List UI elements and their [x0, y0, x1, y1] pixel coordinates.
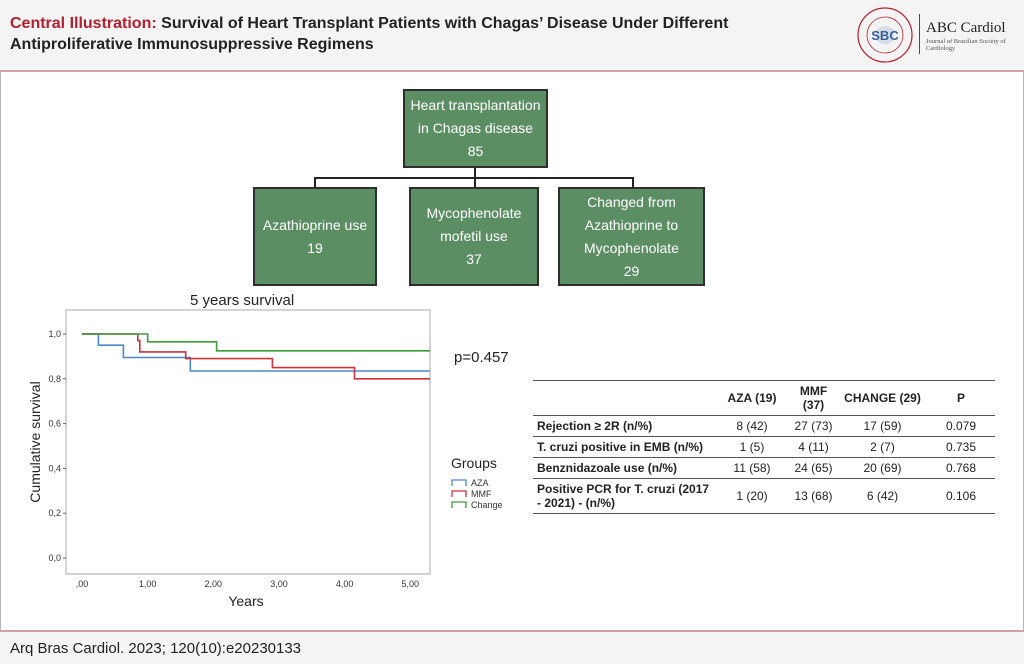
table-row: Positive PCR for T. cruzi (2017 - 2021) …	[533, 478, 995, 514]
title-prefix: Central Illustration:	[10, 15, 157, 32]
x-tick-label: ,00	[76, 579, 89, 589]
change-line-1: Changed from	[587, 193, 676, 210]
y-tick-label: 0,2	[48, 508, 61, 518]
mmf-line-2: mofetil use	[440, 228, 508, 244]
legend-label-aza: AZA	[471, 478, 489, 488]
root-line-1: Heart transplantation	[410, 97, 541, 113]
root-line-2: in Chagas disease	[417, 120, 534, 136]
y-tick-label: 0,6	[48, 419, 61, 429]
p-cell: 0.079	[927, 415, 995, 437]
y-tick-label: 0,0	[48, 553, 61, 563]
change-cell: 17 (59)	[838, 415, 927, 437]
row-label: Positive PCR for T. cruzi (2017 - 2021) …	[533, 478, 715, 514]
change-box: Changed from Azathioprine to Mycophenola…	[558, 187, 705, 286]
y-tick-label: 0,4	[48, 463, 61, 473]
mmf-count: 37	[466, 251, 482, 267]
row-label: Rejection ≥ 2R (n/%)	[533, 415, 715, 437]
legend-swatch-aza	[451, 479, 467, 486]
x-axis-label: Years	[228, 593, 263, 609]
aza-cell: 8 (42)	[715, 415, 789, 437]
x-tick-label: 5,00	[402, 579, 420, 589]
row-label: Benznidazoale use (n/%)	[533, 457, 715, 479]
change-line-3: Mycophenolate	[584, 239, 679, 256]
chart-title: 5 years survival	[190, 292, 295, 309]
plot-area	[65, 309, 431, 575]
root-box: Heart transplantation in Chagas disease …	[403, 89, 548, 168]
header-cell: AZA (19)	[715, 380, 789, 416]
header-cell: CHANGE (29)	[838, 380, 927, 416]
aza-cell: 11 (58)	[715, 457, 789, 479]
connector-aza	[314, 177, 316, 188]
mmf-cell: 24 (65)	[789, 457, 838, 479]
p-cell: 0.735	[927, 436, 995, 458]
journal-subtitle: Journal of Brazilian Society of Cardiolo…	[926, 38, 1006, 52]
header-bar: Central Illustration: Survival of Heart …	[0, 0, 1024, 72]
p-value-annotation: p=0.457	[454, 349, 509, 366]
legend-label-change: Change	[471, 500, 503, 510]
connector-mmf	[474, 177, 476, 188]
x-tick-label: 4,00	[336, 579, 354, 589]
logo-divider	[919, 14, 920, 54]
aza-count: 19	[307, 239, 323, 256]
journal-name: ABC Cardiol	[926, 20, 1006, 36]
x-tick-label: 2,00	[205, 579, 223, 589]
table-row: Rejection ≥ 2R (n/%) 8 (42) 27 (73) 17 (…	[533, 415, 995, 437]
table-row: T. cruzi positive in EMB (n/%) 1 (5) 4 (…	[533, 436, 995, 458]
connector-change	[632, 177, 634, 188]
y-tick-label: 1,0	[48, 329, 61, 339]
root-count: 85	[467, 143, 484, 159]
y-axis-label: Cumulative survival	[27, 381, 43, 502]
footer-bar: Arq Bras Cardiol. 2023; 120(10):e2023013…	[0, 630, 1024, 664]
title-line-2: Antiproliferative Immunosuppressive Regi…	[10, 36, 374, 53]
figure-title: Central Illustration: Survival of Heart …	[10, 13, 830, 55]
header-cell	[533, 380, 715, 416]
mmf-cell: 27 (73)	[789, 415, 838, 437]
series-line-mmf	[82, 333, 430, 380]
results-table: AZA (19) MMF (37) CHANGE (29) P Rejectio…	[533, 380, 995, 514]
legend-title: Groups	[451, 455, 497, 471]
mmf-cell: 4 (11)	[789, 436, 838, 458]
change-cell: 2 (7)	[838, 436, 927, 458]
change-line-2: Azathioprine to	[584, 216, 679, 233]
change-count: 29	[623, 262, 640, 279]
legend-swatch-mmf	[451, 490, 467, 497]
table-row: Benznidazoale use (n/%) 11 (58) 24 (65) …	[533, 457, 995, 479]
svg-text:SBC: SBC	[871, 28, 899, 43]
aza-cell: 1 (20)	[715, 478, 789, 514]
aza-box: Azathioprine use 19	[253, 187, 377, 286]
connector-root-down	[474, 167, 476, 178]
header-cell: P	[927, 380, 995, 416]
survival-chart: ,00 1,00 2,00 3,00 4,00 5,00 0,0 0,2 0,4 0,6 0,8 1,…	[27, 309, 503, 609]
p-cell: 0.768	[927, 457, 995, 479]
table-header-row: AZA (19) MMF (37) CHANGE (29) P	[533, 380, 995, 416]
mmf-line-1: Mycophenolate	[426, 205, 522, 221]
change-cell: 6 (42)	[838, 478, 927, 514]
series-line-change	[82, 333, 430, 352]
citation: Arq Bras Cardiol. 2023; 120(10):e2023013…	[10, 640, 302, 657]
x-tick-label: 1,00	[139, 579, 157, 589]
header-cell: MMF (37)	[789, 380, 838, 416]
row-label: T. cruzi positive in EMB (n/%)	[533, 436, 715, 458]
mmf-cell: 13 (68)	[789, 478, 838, 514]
x-tick-label: 3,00	[270, 579, 288, 589]
mmf-box: Mycophenolate mofetil use 37	[409, 187, 539, 286]
y-tick-label: 0,8	[48, 374, 61, 384]
p-cell: 0.106	[927, 478, 995, 514]
sbc-seal-logo: SBC	[857, 7, 913, 63]
series-line-aza	[82, 333, 430, 372]
aza-line-1: Azathioprine use	[262, 216, 368, 233]
legend-label-mmf: MMF	[471, 489, 492, 499]
legend-swatch-change	[451, 501, 467, 508]
aza-cell: 1 (5)	[715, 436, 789, 458]
change-cell: 20 (69)	[838, 457, 927, 479]
title-line-1: Survival of Heart Transplant Patients wi…	[161, 15, 729, 32]
